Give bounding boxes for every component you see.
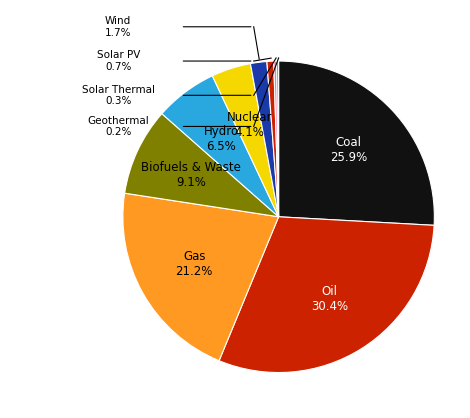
Wedge shape bbox=[162, 76, 279, 217]
Text: Nuclear
4.1%: Nuclear 4.1% bbox=[227, 111, 273, 139]
Wedge shape bbox=[123, 193, 279, 361]
Text: Wind
1.7%: Wind 1.7% bbox=[105, 16, 132, 38]
Text: Oil
30.4%: Oil 30.4% bbox=[311, 285, 348, 313]
Wedge shape bbox=[125, 114, 279, 217]
Wedge shape bbox=[279, 61, 434, 225]
Wedge shape bbox=[274, 61, 279, 217]
Text: Solar Thermal
0.3%: Solar Thermal 0.3% bbox=[82, 84, 155, 106]
Text: Gas
21.2%: Gas 21.2% bbox=[176, 250, 213, 278]
Text: Biofuels & Waste
9.1%: Biofuels & Waste 9.1% bbox=[141, 161, 241, 189]
Text: Solar PV
0.7%: Solar PV 0.7% bbox=[96, 50, 140, 72]
Text: Coal
25.9%: Coal 25.9% bbox=[330, 136, 368, 164]
Wedge shape bbox=[267, 61, 279, 217]
Wedge shape bbox=[212, 64, 279, 217]
Wedge shape bbox=[277, 61, 279, 217]
Text: Hydro
6.5%: Hydro 6.5% bbox=[204, 125, 239, 153]
Wedge shape bbox=[219, 217, 434, 372]
Text: Geothermal
0.2%: Geothermal 0.2% bbox=[87, 116, 149, 137]
Wedge shape bbox=[251, 61, 279, 217]
